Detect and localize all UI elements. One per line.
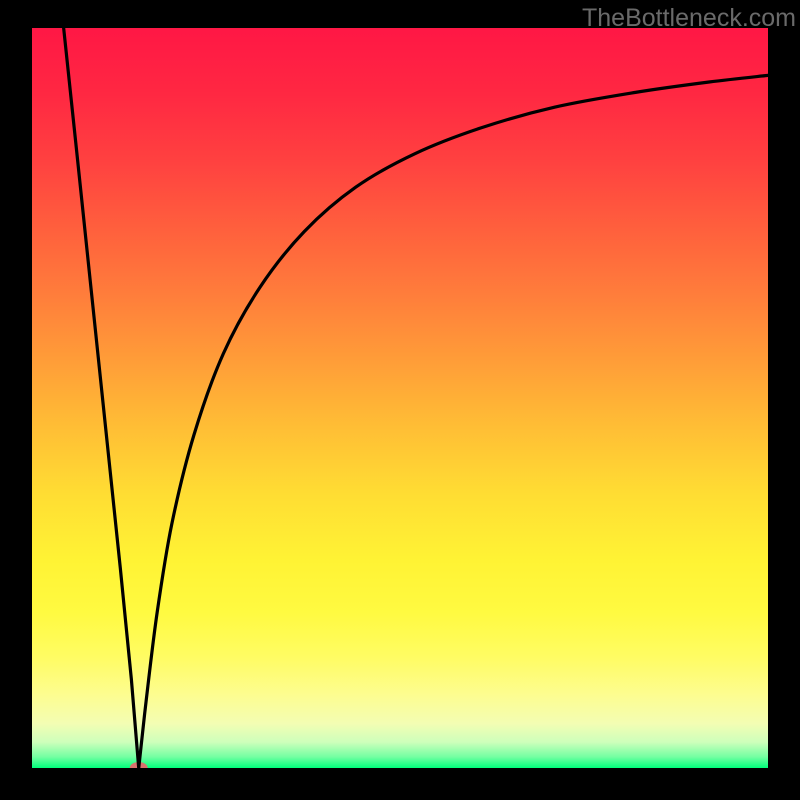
chart-background (32, 28, 768, 768)
chart-svg (32, 28, 768, 768)
watermark-text: TheBottleneck.com (582, 4, 796, 33)
chart-plot-area (32, 28, 768, 768)
